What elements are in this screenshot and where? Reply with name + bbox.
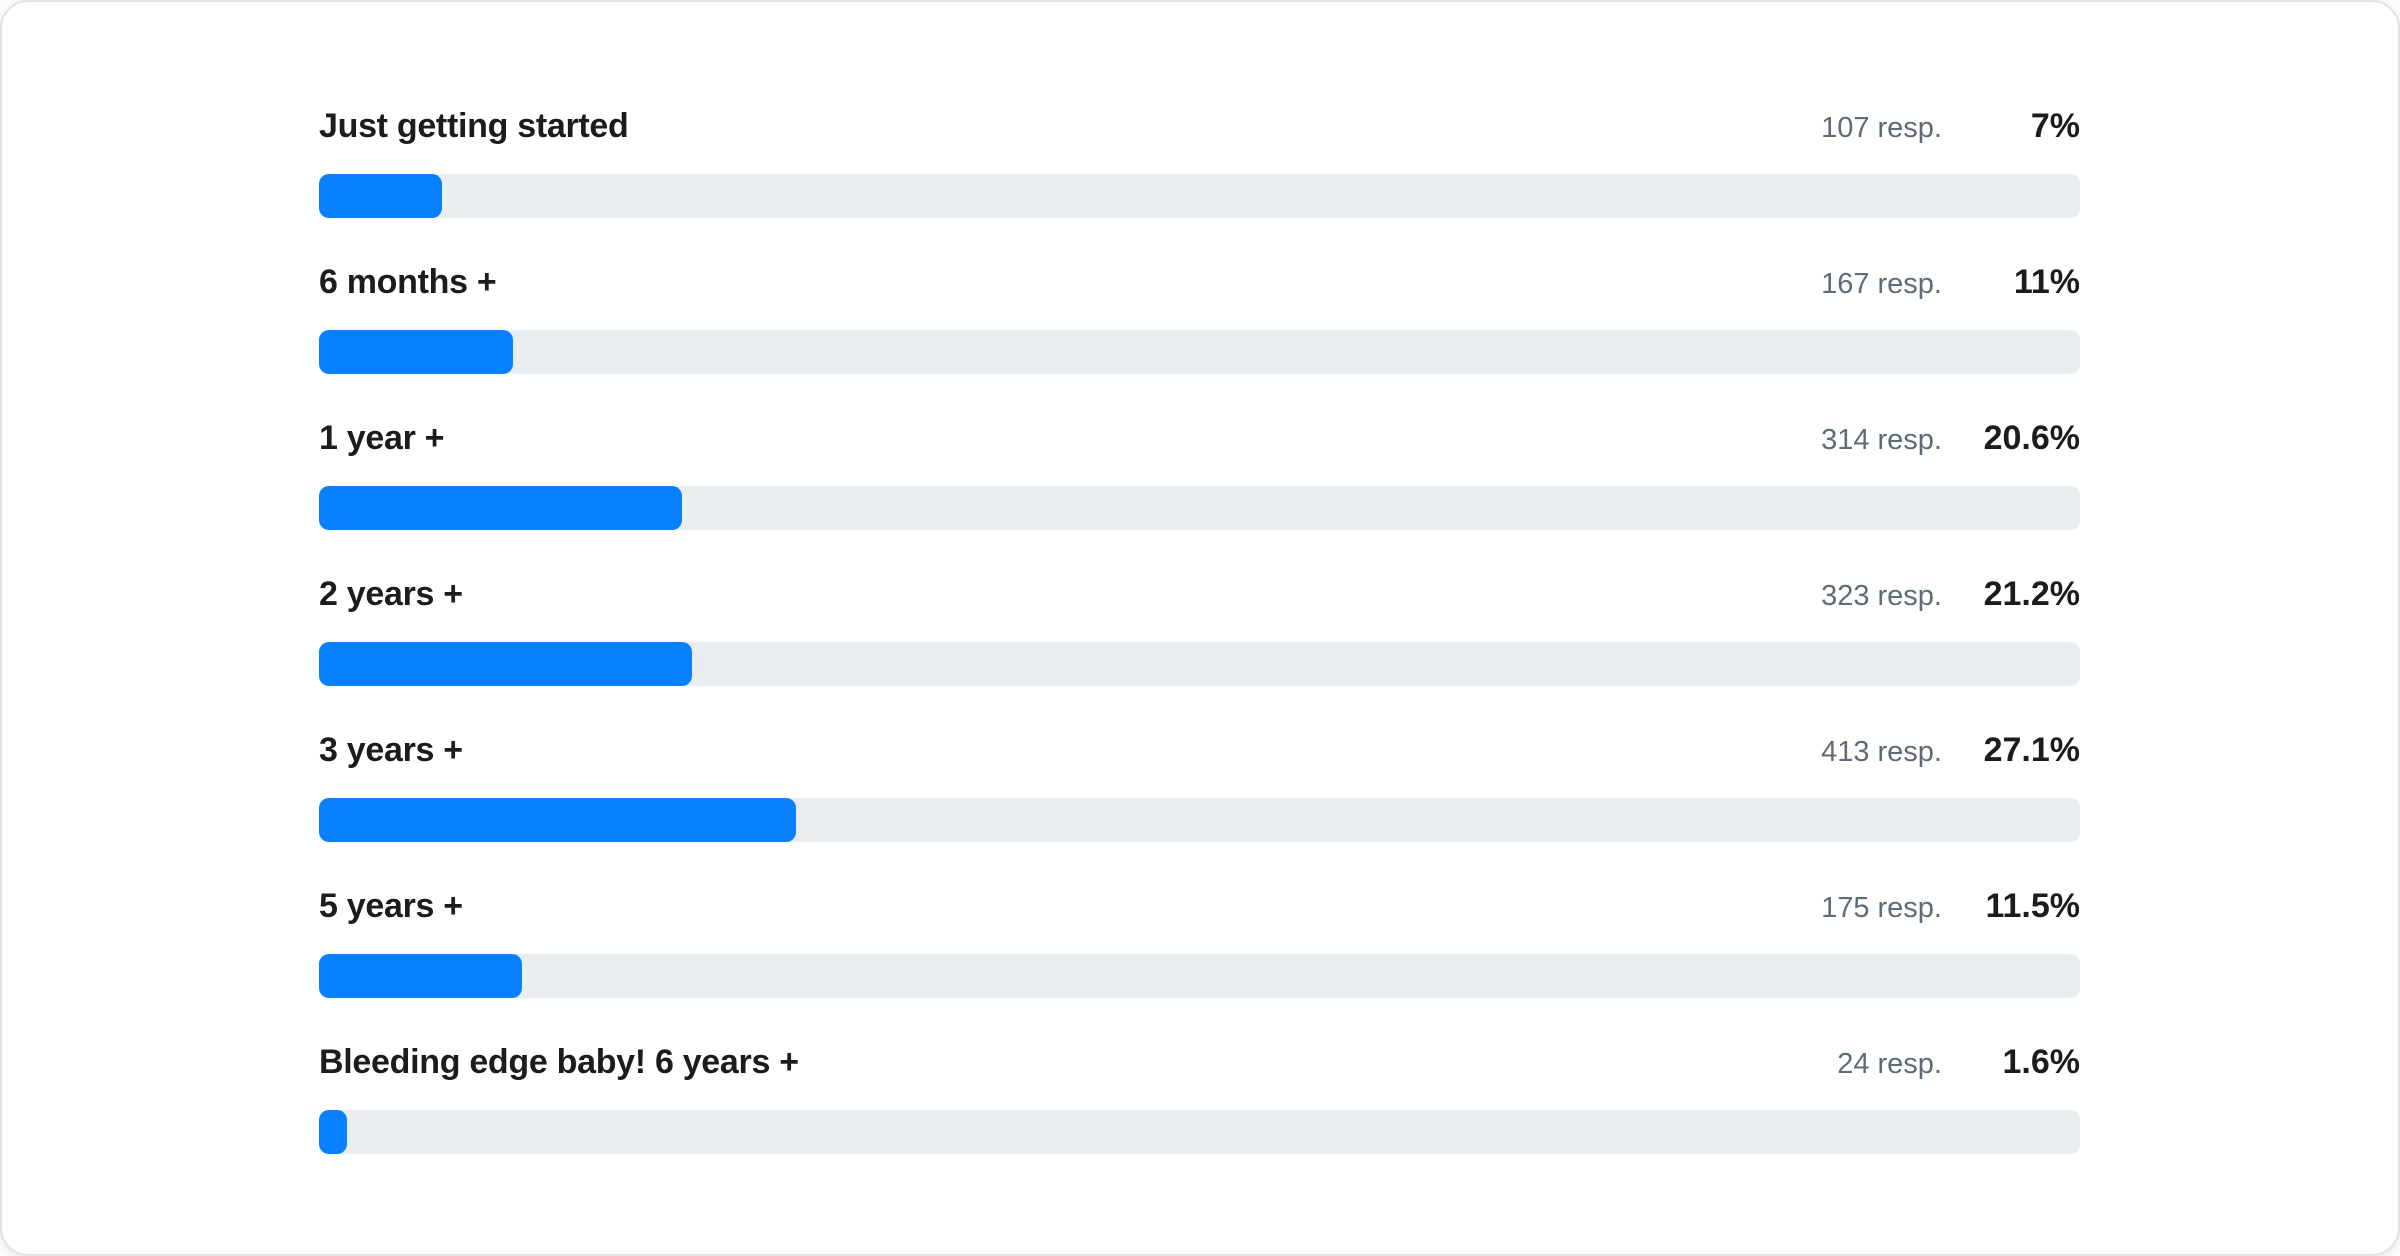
bar-fill xyxy=(319,798,797,842)
option-label: 1 year + xyxy=(319,419,445,457)
bar-track xyxy=(319,642,2080,686)
response-count: 323 resp. xyxy=(1821,580,1942,612)
bar-fill xyxy=(319,486,682,530)
bar-track xyxy=(319,174,2080,218)
percentage-value: 11.5% xyxy=(1985,887,2080,925)
percentage-value: 7% xyxy=(2030,107,2080,145)
poll-option-header: 5 years + 175 resp. 11.5% xyxy=(319,887,2080,931)
percentage-value: 27.1% xyxy=(1983,731,2080,769)
option-label: 3 years + xyxy=(319,731,463,769)
percentage-value: 20.6% xyxy=(1983,419,2080,457)
bar-track xyxy=(319,798,2080,842)
option-label: 5 years + xyxy=(319,887,463,925)
option-label: Just getting started xyxy=(319,107,629,145)
option-label: 6 months + xyxy=(319,263,497,301)
bar-track xyxy=(319,954,2080,998)
poll-option-row: Just getting started 107 resp. 7% xyxy=(319,107,2080,218)
poll-option-header: 3 years + 413 resp. 27.1% xyxy=(319,731,2080,775)
response-count: 167 resp. xyxy=(1821,268,1942,300)
bar-fill xyxy=(319,642,693,686)
bar-track xyxy=(319,1110,2080,1154)
percentage-value: 21.2% xyxy=(1983,575,2080,613)
poll-option-row: 3 years + 413 resp. 27.1% xyxy=(319,731,2080,842)
poll-option-header: 6 months + 167 resp. 11% xyxy=(319,263,2080,307)
poll-option-row: 5 years + 175 resp. 11.5% xyxy=(319,887,2080,998)
bar-fill xyxy=(319,954,522,998)
option-label: Bleeding edge baby! 6 years + xyxy=(319,1043,799,1081)
poll-option-header: 1 year + 314 resp. 20.6% xyxy=(319,419,2080,463)
response-count: 175 resp. xyxy=(1821,892,1942,924)
bar-fill xyxy=(319,1110,348,1154)
poll-option-header: Bleeding edge baby! 6 years + 24 resp. 1… xyxy=(319,1043,2080,1087)
poll-option-header: 2 years + 323 resp. 21.2% xyxy=(319,575,2080,619)
bar-track xyxy=(319,330,2080,374)
option-label: 2 years + xyxy=(319,575,463,613)
bar-fill xyxy=(319,330,513,374)
bar-fill xyxy=(319,174,443,218)
poll-option-row: 1 year + 314 resp. 20.6% xyxy=(319,419,2080,530)
percentage-value: 11% xyxy=(2013,263,2080,301)
poll-options-list: Just getting started 107 resp. 7% 6 mont… xyxy=(319,107,2080,1154)
poll-option-row: 2 years + 323 resp. 21.2% xyxy=(319,575,2080,686)
response-count: 107 resp. xyxy=(1821,112,1942,144)
percentage-value: 1.6% xyxy=(2002,1043,2081,1081)
response-count: 413 resp. xyxy=(1821,736,1942,768)
response-count: 314 resp. xyxy=(1821,424,1942,456)
poll-option-header: Just getting started 107 resp. 7% xyxy=(319,107,2080,151)
response-count: 24 resp. xyxy=(1837,1048,1942,1080)
poll-option-row: 6 months + 167 resp. 11% xyxy=(319,263,2080,374)
poll-option-row: Bleeding edge baby! 6 years + 24 resp. 1… xyxy=(319,1043,2080,1154)
bar-track xyxy=(319,486,2080,530)
